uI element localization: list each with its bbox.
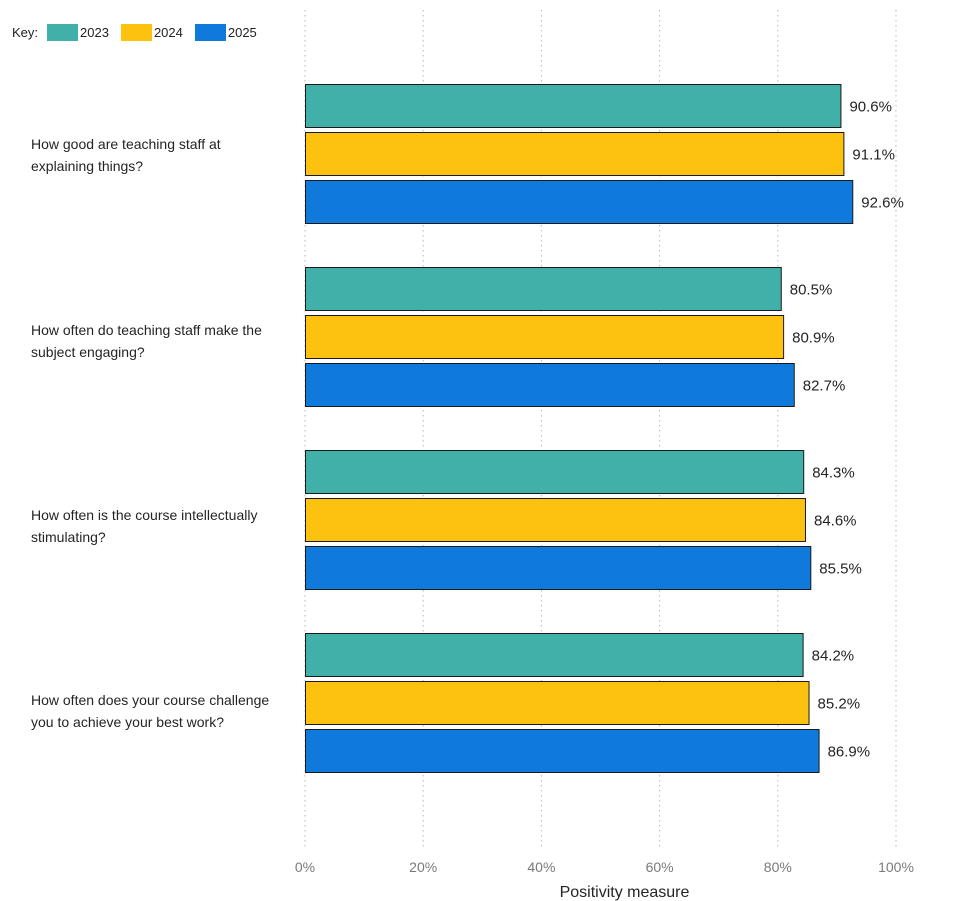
data-label: 80.5% xyxy=(790,282,833,299)
bar xyxy=(305,363,795,407)
legend-label-2025: 2025 xyxy=(227,24,257,40)
legend-title: Key: xyxy=(12,24,39,40)
data-label: 84.2% xyxy=(812,648,855,665)
category-label-line: How good are teaching staff at xyxy=(31,136,221,152)
data-label: 84.6% xyxy=(814,513,857,530)
data-label: 86.9% xyxy=(828,744,871,761)
bar xyxy=(305,450,805,494)
category-label-line: stimulating? xyxy=(31,529,106,545)
legend-swatch-2025 xyxy=(194,23,226,41)
data-label: 85.2% xyxy=(818,696,861,713)
bar xyxy=(305,180,854,224)
category-label-line: How often do teaching staff make the xyxy=(31,322,262,338)
bar xyxy=(305,498,806,542)
category-label-line: explaining things? xyxy=(31,158,144,174)
data-label: 92.6% xyxy=(861,195,904,212)
category-label-challenge: How often does your course challenge you… xyxy=(31,689,299,733)
category-label-stimulating: How often is the course intellectually s… xyxy=(31,504,299,548)
legend-swatch-2023 xyxy=(47,23,79,41)
category-label-engaging: How often do teaching staff make the sub… xyxy=(31,319,299,363)
bar xyxy=(305,84,842,128)
legend-label-2023: 2023 xyxy=(80,24,109,40)
x-tick-label: 100% xyxy=(878,859,914,875)
legend-item-2023: 2023 xyxy=(47,23,109,41)
x-tick-label: 0% xyxy=(295,859,315,875)
legend-swatch-2024 xyxy=(120,23,152,41)
x-axis-title: Positivity measure xyxy=(560,884,690,901)
x-tick-label: 60% xyxy=(646,859,674,875)
bar xyxy=(305,633,804,677)
legend-item-2025: 2025 xyxy=(194,23,257,41)
legend-item-2024: 2024 xyxy=(120,23,183,41)
bar xyxy=(305,267,782,311)
x-tick-label: 20% xyxy=(409,859,437,875)
data-label: 85.5% xyxy=(819,561,862,578)
x-tick-label: 40% xyxy=(527,859,555,875)
category-label-line: you to achieve your best work? xyxy=(31,714,224,730)
x-tick-label: 80% xyxy=(764,859,792,875)
data-label: 82.7% xyxy=(803,378,846,395)
category-label-line: subject engaging? xyxy=(31,344,145,360)
bar xyxy=(305,315,785,359)
bar xyxy=(305,729,820,773)
bar xyxy=(305,681,810,725)
data-label: 84.3% xyxy=(812,465,855,482)
bar xyxy=(305,132,845,176)
legend-label-2024: 2024 xyxy=(153,24,183,40)
data-label: 91.1% xyxy=(852,147,895,164)
legend: Key: 2023 2024 2025 xyxy=(12,22,269,42)
category-label-line: How often does your course challenge xyxy=(31,692,270,708)
category-label-explaining: How good are teaching staff at explainin… xyxy=(31,133,299,177)
category-label-line: How often is the course intellectually xyxy=(31,507,258,523)
data-label: 90.6% xyxy=(849,99,892,116)
bar xyxy=(305,546,812,590)
data-label: 80.9% xyxy=(792,330,835,347)
